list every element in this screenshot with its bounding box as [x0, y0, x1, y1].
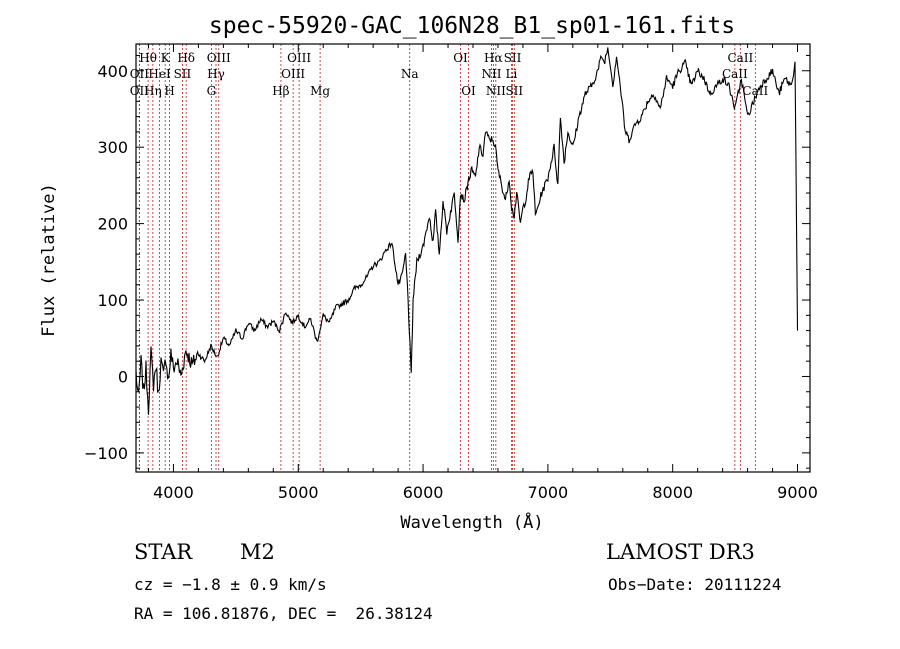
y-tick-label: 100 — [97, 291, 128, 310]
spectral-line-label: NII — [481, 67, 501, 81]
x-tick-label: 9000 — [777, 483, 818, 502]
spectral-line-label: OII — [130, 67, 150, 81]
object-subclass: M2 — [240, 540, 275, 564]
spectral-line-label: CaII — [722, 67, 748, 81]
spectral-line-label: OIII — [207, 51, 231, 65]
x-tick-label: 5000 — [278, 483, 319, 502]
object-class: STAR — [134, 540, 193, 564]
observation-date: Obs−Date: 20111224 — [608, 575, 782, 594]
spectral-line-label: H — [164, 84, 174, 98]
spectral-line-label: Hα — [484, 51, 503, 65]
y-tick-label: 300 — [97, 138, 128, 157]
spectral-line-label: OII — [130, 84, 150, 98]
y-tick-label: 0 — [118, 367, 128, 386]
spectral-line-label: Li — [506, 67, 518, 81]
spectral-line-label: Hβ — [272, 84, 289, 98]
spectral-line-label: OIII — [287, 51, 311, 65]
spectral-line-label: SII — [505, 84, 523, 98]
spectral-line-label: OI — [461, 84, 476, 98]
spectral-line-label: Hθ — [139, 51, 157, 65]
spectral-line-label: G — [207, 84, 217, 98]
chart-title: spec-55920-GAC_106N28_B1_sp01-161.fits — [209, 13, 735, 39]
y-tick-label: −100 — [84, 444, 128, 463]
spectral-line-label: HeI — [148, 67, 171, 81]
spectral-line-label: Hη — [144, 84, 162, 98]
spectral-line-label: OIII — [281, 67, 305, 81]
spectral-line-label: K — [161, 51, 171, 65]
x-tick-label: 6000 — [403, 483, 444, 502]
spectral-line-label: Hδ — [177, 51, 195, 65]
spectral-line-label: Hγ — [207, 67, 225, 81]
spectral-line-label: SII — [174, 67, 192, 81]
flux-series-line — [135, 47, 799, 415]
spectral-line-label: CaII — [727, 51, 753, 65]
ra-dec-coordinates: RA = 106.81876, DEC = 26.38124 — [134, 604, 433, 623]
survey-label: LAMOST DR3 — [606, 540, 755, 564]
redshift-cz: cz = −1.8 ± 0.9 km/s — [134, 575, 327, 594]
x-tick-label: 4000 — [153, 483, 194, 502]
spectral-line-label: SII — [504, 51, 522, 65]
spectral-line-label: OI — [453, 51, 468, 65]
spectral-line-label: Na — [401, 67, 419, 81]
spectral-line-label: Mg — [310, 84, 330, 98]
x-tick-label: 7000 — [528, 483, 569, 502]
x-axis-label: Wavelength (Å) — [400, 511, 543, 533]
plot-frame — [135, 43, 811, 473]
y-tick-label: 200 — [97, 215, 128, 234]
y-axis-label: Flux (relative) — [39, 183, 59, 337]
spectral-line-label: NII — [486, 84, 506, 98]
spectral-line-label: CaII — [742, 84, 768, 98]
y-tick-label: 400 — [97, 62, 128, 81]
x-tick-label: 8000 — [652, 483, 693, 502]
spectral-line-markers — [138, 44, 756, 472]
axis-ticks: 4000 5000 6000 7000 8000 9000 −100 0 100 200 300 40… — [84, 44, 818, 502]
